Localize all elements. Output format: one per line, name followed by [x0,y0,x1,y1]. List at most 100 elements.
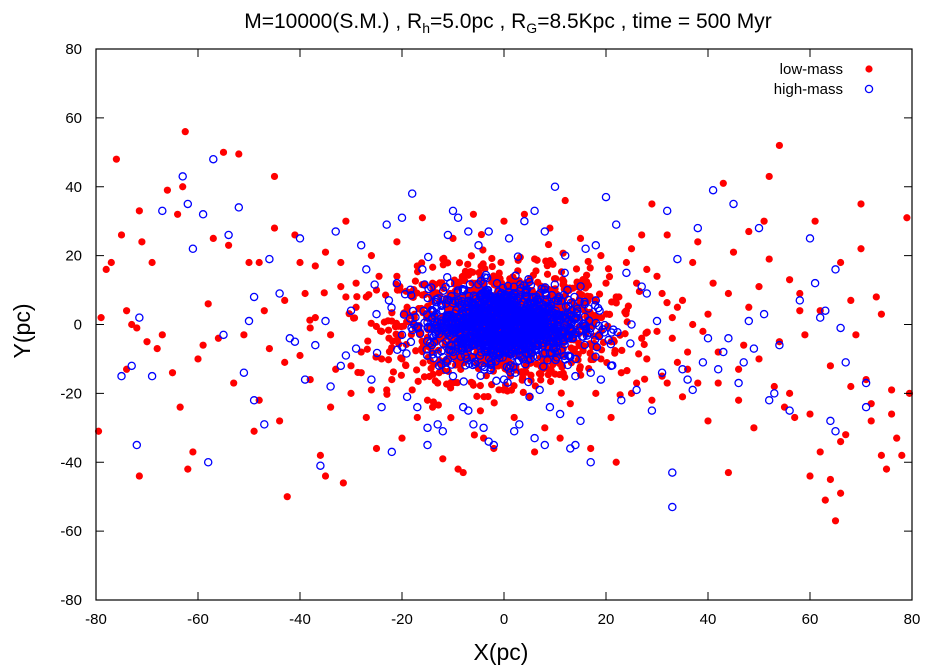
high-mass-point [482,289,492,298]
high-mass-point [591,241,601,250]
low-mass-point [704,310,712,318]
high-mass-point [566,298,576,307]
high-mass-point [560,351,569,361]
high-mass-point [491,357,500,366]
low-mass-point [618,346,626,354]
low-mass-point [584,257,592,266]
low-mass-point [903,214,911,222]
x-tick-label: -80 [85,611,107,628]
low-mass-point [469,268,477,276]
low-mass-point [400,322,408,330]
high-mass-point [444,296,454,305]
low-mass-point [135,207,143,215]
x-tick-label: 0 [500,611,508,628]
low-mass-point [475,269,483,277]
low-mass-point [347,362,355,370]
low-mass-point [321,248,330,256]
low-mass-point [392,330,400,338]
low-mass-point [724,289,733,298]
high-mass-point [387,447,397,457]
low-mass-point [857,245,865,253]
low-mass-point [419,359,427,367]
low-mass-point [602,310,611,318]
y-tick-label: 0 [74,317,82,334]
high-mass-point [476,371,485,380]
low-mass-point [347,389,355,397]
low-mass-point [699,327,707,335]
high-mass-point [249,292,259,302]
low-mass-point [786,276,794,284]
low-mass-point [640,340,648,349]
high-mass-point [581,321,590,331]
high-mass-point [447,360,457,369]
x-tick-label: -40 [289,611,311,628]
high-mass-point [397,330,407,340]
low-mass-point [107,258,115,267]
low-mass-point [365,291,373,299]
low-mass-point [352,279,360,287]
low-mass-point [480,434,488,442]
high-mass-point [499,331,509,340]
low-mass-point [821,496,829,504]
low-mass-point [401,361,410,369]
low-mass-point [418,214,426,222]
high-mass-point [552,353,562,362]
high-mass-point [203,457,213,467]
high-mass-point [530,206,539,216]
high-mass-point [407,323,416,333]
high-mass-point [464,227,473,236]
high-mass-point [580,299,590,309]
high-mass-point [458,286,468,296]
low-mass-point [393,272,401,280]
low-mass-point [888,386,896,394]
low-mass-point [385,334,393,342]
low-mass-point [403,306,411,315]
high-mass-point [465,322,475,332]
high-mass-point [198,210,208,219]
low-mass-point [440,254,448,262]
low-mass-point [847,296,855,304]
low-mass-point [617,369,625,377]
low-mass-point [482,372,490,380]
low-mass-point [867,417,875,425]
high-mass-point [545,402,555,412]
high-mass-point [540,227,550,236]
high-mass-point [489,341,499,350]
low-mass-point [469,210,477,218]
title-part: h [422,20,430,36]
high-mass-point [575,326,585,336]
low-mass-point [363,345,371,353]
high-mass-point [530,326,540,336]
high-mass-point [502,293,512,302]
low-mass-point [382,291,390,299]
high-mass-point [662,206,672,216]
high-mass-point [489,336,499,346]
low-mass-point [476,381,484,390]
high-mass-point [249,396,259,405]
low-mass-point [179,183,187,191]
low-mass-point [337,258,345,267]
low-mass-point [112,155,120,163]
low-mass-point [97,314,105,322]
low-mass-point [544,240,553,249]
low-mass-point [135,472,143,480]
high-mass-point [475,312,485,321]
low-mass-point [490,399,498,407]
high-mass-point [668,468,677,477]
high-mass-point [754,223,764,233]
low-mass-point [434,401,442,409]
low-mass-point [796,307,804,315]
low-mass-point [230,379,238,387]
low-mass-point [581,284,590,292]
low-mass-point [642,329,650,337]
low-mass-point [423,396,432,404]
high-mass-point [821,306,830,315]
low-mass-point [893,434,901,442]
low-mass-point [852,331,860,339]
high-mass-point [448,371,458,381]
high-mass-point [559,337,569,346]
low-mass-point [488,262,496,271]
high-mass-point [489,346,498,355]
low-mass-point [786,389,794,397]
high-mass-point [393,345,402,354]
